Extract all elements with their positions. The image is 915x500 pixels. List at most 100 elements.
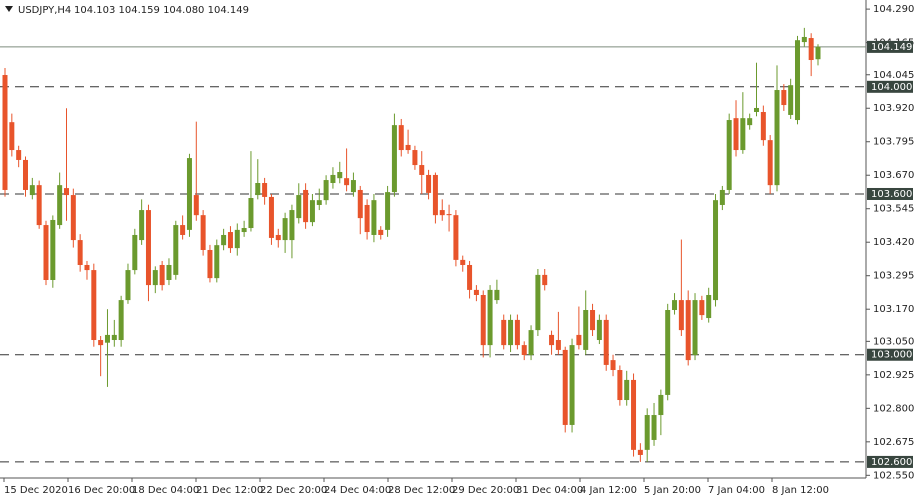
candle-body: [139, 210, 145, 241]
candle-body: [651, 415, 657, 440]
x-tick-label: 29 Dec 20:00: [452, 485, 519, 496]
candle-body: [754, 107, 760, 112]
candle-body: [262, 183, 268, 197]
candle-body: [337, 172, 343, 179]
candle-body: [713, 200, 719, 301]
candle-body: [275, 234, 281, 241]
candle-body: [788, 85, 794, 115]
level-label: 104.000: [871, 82, 912, 93]
candle-body: [50, 219, 56, 280]
candle-body: [576, 334, 582, 346]
candle-body: [446, 214, 452, 216]
candle-body: [426, 174, 432, 193]
candle-body: [473, 289, 479, 295]
candle-body: [460, 259, 466, 265]
candle-body: [63, 188, 69, 196]
x-tick-label: 4 Jan 12:00: [580, 485, 637, 496]
candle-body: [248, 198, 254, 229]
candle-body: [781, 90, 787, 106]
candle-body: [282, 218, 288, 241]
candle-body: [405, 144, 411, 151]
candle-body: [569, 345, 575, 425]
candle-body: [719, 189, 725, 205]
candle-body: [760, 111, 766, 141]
candle-body: [501, 319, 507, 346]
candle-body: [234, 229, 240, 249]
candle-body: [385, 192, 391, 230]
candle-body: [453, 215, 459, 260]
candle-body: [152, 270, 158, 286]
candle-body: [57, 185, 63, 226]
candle-body: [132, 234, 138, 271]
candle-body: [603, 319, 609, 365]
candle-body: [98, 340, 104, 346]
level-label: 103.600: [871, 189, 912, 200]
candle-body: [535, 274, 541, 331]
candle-body: [596, 319, 602, 341]
candle-body: [583, 310, 589, 350]
candle-body: [624, 379, 630, 401]
candle-body: [767, 140, 773, 186]
candle-body: [398, 125, 404, 151]
candle-body: [180, 225, 186, 235]
candle-body: [610, 360, 616, 371]
y-tick-label: 103.670: [873, 170, 914, 181]
candle-body: [733, 118, 739, 151]
candle-body: [70, 195, 76, 241]
candle-body: [173, 225, 179, 275]
candle-body: [255, 183, 261, 196]
y-tick-label: 102.550: [873, 470, 914, 481]
candle-body: [419, 165, 425, 175]
level-label: 102.600: [871, 457, 912, 468]
candle-body: [330, 174, 336, 184]
y-tick-label: 103.795: [873, 137, 914, 148]
candle-body: [439, 210, 445, 216]
y-tick-label: 103.920: [873, 103, 914, 114]
candle-body: [166, 264, 172, 280]
candle-body: [487, 289, 493, 346]
candle-body: [350, 180, 356, 193]
candle-body: [508, 319, 514, 346]
candle-body: [815, 46, 821, 60]
candle-body: [774, 90, 780, 186]
candle-body: [494, 289, 500, 301]
candle-body: [432, 174, 438, 216]
x-tick-label: 8 Jan 12:00: [772, 485, 829, 496]
x-tick-label: 7 Jan 04:00: [708, 485, 765, 496]
candle-body: [467, 264, 473, 290]
candle-body: [316, 200, 322, 205]
candle-body: [43, 225, 49, 280]
candle-body: [296, 195, 302, 219]
symbol: USDJPY,H4: [18, 5, 71, 16]
candle-body: [289, 210, 295, 241]
candle-body: [699, 300, 705, 316]
candle-body: [186, 158, 192, 230]
candle-body: [726, 120, 732, 190]
candle-body: [555, 340, 561, 350]
x-tick-label: 22 Dec 20:00: [260, 485, 327, 496]
candle-body: [672, 300, 678, 311]
y-tick-label: 103.545: [873, 204, 914, 215]
candle-body: [795, 40, 801, 121]
candle-body: [159, 264, 165, 286]
candle-body: [364, 204, 370, 233]
candle-body: [678, 300, 684, 331]
level-label: 103.000: [871, 350, 912, 361]
candle-body: [221, 234, 227, 246]
level-label-box: [867, 187, 913, 200]
candle-body: [740, 118, 746, 151]
candle-body: [658, 394, 664, 416]
x-tick-label: 5 Jan 20:00: [644, 485, 701, 496]
y-tick-label: 103.170: [873, 304, 914, 315]
candle-body: [706, 294, 712, 319]
candle-body: [808, 38, 814, 61]
candle-body: [207, 249, 213, 279]
candle-body: [91, 270, 97, 341]
candle-body: [77, 240, 83, 265]
level-label-box: [867, 455, 913, 468]
candle-body: [357, 189, 363, 219]
menu-arrow[interactable]: [5, 6, 13, 12]
candle-body: [16, 150, 22, 160]
candle-body: [391, 125, 397, 193]
y-tick-label: 102.675: [873, 437, 914, 448]
